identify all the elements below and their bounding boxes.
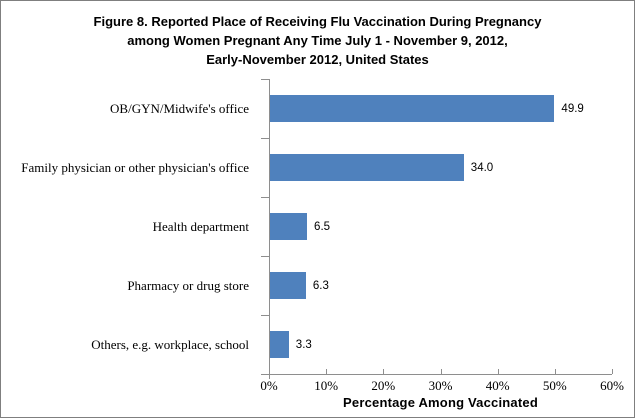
category-label: Others, e.g. workplace, school bbox=[91, 336, 249, 352]
bar bbox=[270, 154, 464, 181]
axis-tick bbox=[497, 369, 499, 374]
chart-title-line-2: among Women Pregnant Any Time July 1 - N… bbox=[127, 33, 508, 48]
axis-tick bbox=[612, 369, 613, 374]
axis-tick-label: 40% bbox=[485, 378, 510, 393]
bar-value-label: 49.9 bbox=[561, 102, 584, 115]
axis-tick-label: 0% bbox=[260, 378, 278, 393]
bar-row: 49.9 bbox=[270, 79, 612, 138]
axis-tick bbox=[554, 369, 556, 374]
axis-tick-label: 20% bbox=[371, 378, 396, 393]
category-axis-ticks bbox=[261, 79, 269, 375]
bar bbox=[270, 95, 555, 122]
value-axis-ticks bbox=[269, 369, 613, 374]
axis-tick bbox=[326, 369, 328, 374]
bar bbox=[270, 272, 306, 299]
bar-row: 6.5 bbox=[270, 197, 612, 256]
axis-tick-label: 30% bbox=[428, 378, 453, 393]
category-axis-labels: OB/GYN/Midwife's office Family physician… bbox=[1, 79, 259, 374]
axis-tick bbox=[261, 79, 269, 80]
axis-tick bbox=[261, 256, 269, 257]
bar bbox=[270, 331, 289, 358]
chart-title-line-3: Early-November 2012, United States bbox=[206, 52, 429, 67]
axis-tick bbox=[261, 374, 269, 375]
bar-row: 34.0 bbox=[270, 138, 612, 197]
plot-area: 49.9 34.0 6.5 6.3 3.3 bbox=[270, 79, 612, 374]
axis-tick bbox=[383, 369, 385, 374]
value-axis-tick-labels: 0% 10% 20% 30% 40% 50% 60% bbox=[260, 378, 624, 394]
value-axis-title: Percentage Among Vaccinated bbox=[343, 395, 538, 410]
chart-title-line-1: Figure 8. Reported Place of Receiving Fl… bbox=[93, 14, 542, 29]
category-axis-line bbox=[269, 79, 270, 379]
category-label: Health department bbox=[152, 218, 249, 234]
bar-value-label: 6.5 bbox=[314, 220, 331, 233]
bar-value-label: 3.3 bbox=[295, 338, 312, 351]
bar-value-label: 6.3 bbox=[312, 279, 329, 292]
chart-title: Figure 8. Reported Place of Receiving Fl… bbox=[1, 12, 634, 69]
bar-row: 3.3 bbox=[270, 315, 612, 374]
axis-tick bbox=[261, 315, 269, 316]
category-label: OB/GYN/Midwife's office bbox=[110, 100, 249, 116]
bar bbox=[270, 213, 308, 240]
value-axis-line bbox=[269, 374, 612, 375]
category-label: Family physician or other physician's of… bbox=[21, 159, 249, 175]
bar-value-label: 34.0 bbox=[470, 161, 494, 174]
axis-tick-label: 60% bbox=[600, 378, 624, 393]
bar-row: 6.3 bbox=[270, 256, 612, 315]
axis-tick bbox=[261, 138, 269, 139]
category-label: Pharmacy or drug store bbox=[127, 277, 249, 293]
axis-tick bbox=[440, 369, 442, 374]
axis-tick bbox=[261, 197, 269, 198]
axis-tick bbox=[269, 369, 270, 374]
axis-tick-label: 10% bbox=[314, 378, 339, 393]
axis-tick-label: 50% bbox=[542, 378, 567, 393]
